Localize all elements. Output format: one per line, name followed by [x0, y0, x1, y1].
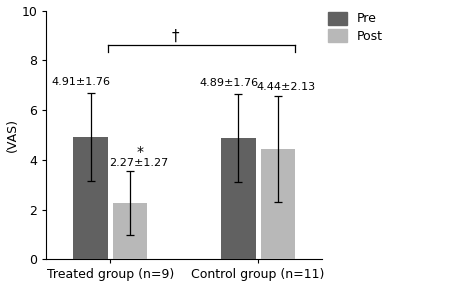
Y-axis label: (VAS): (VAS): [6, 118, 18, 152]
Bar: [221, 138, 255, 259]
Text: 4.44±2.13: 4.44±2.13: [257, 82, 316, 92]
Text: *: *: [137, 145, 143, 159]
Text: 4.89±1.76: 4.89±1.76: [199, 78, 258, 88]
Bar: [113, 203, 147, 259]
Bar: [261, 149, 295, 259]
Text: †: †: [172, 29, 179, 44]
Bar: [73, 137, 108, 259]
Text: 2.27±1.27: 2.27±1.27: [109, 158, 168, 168]
Legend: Pre, Post: Pre, Post: [328, 12, 383, 43]
Text: 4.91±1.76: 4.91±1.76: [51, 77, 110, 87]
